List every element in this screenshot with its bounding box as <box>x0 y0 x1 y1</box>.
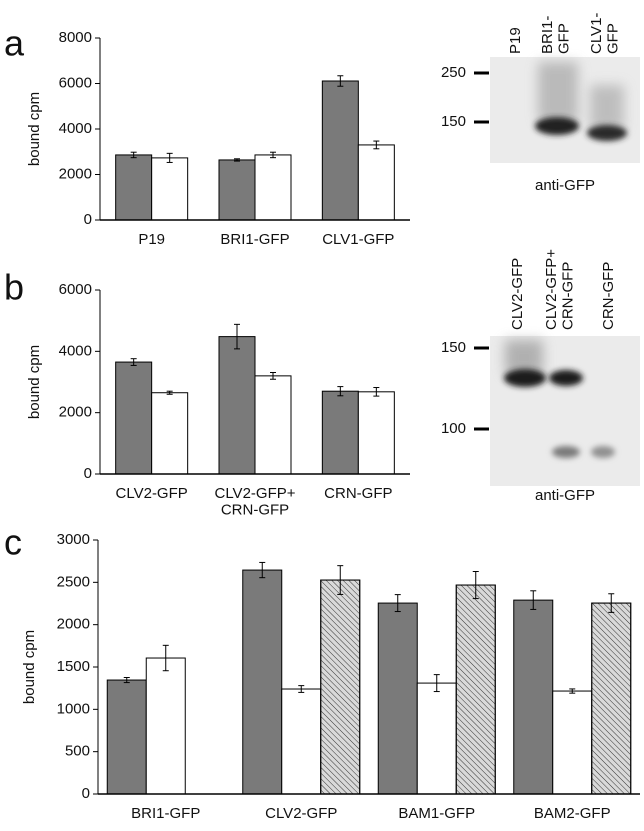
lane-label: CRN-GFP <box>600 262 617 330</box>
bar <box>151 392 189 475</box>
y-tick-label: 6000 <box>59 74 92 91</box>
bar-hatch <box>455 584 496 795</box>
bar <box>513 599 554 795</box>
y-tick-label: 0 <box>84 211 92 228</box>
x-tick-label: BRI1-GFP <box>131 805 200 822</box>
bar <box>106 679 147 795</box>
y-tick-label: 0 <box>82 785 90 802</box>
y-tick-label: 2500 <box>57 573 90 590</box>
x-tick-label: BAM1-GFP <box>398 805 475 822</box>
lane-label: P19 <box>507 27 524 54</box>
bar <box>377 602 418 795</box>
lane-label: CLV1-GFP <box>588 13 622 54</box>
bar <box>242 569 283 795</box>
y-tick-label: 1000 <box>57 700 90 717</box>
x-tick-label: CRN-GFP <box>324 485 392 502</box>
antibody-label: anti-GFP <box>535 487 595 504</box>
bar <box>357 391 395 475</box>
y-tick-label: 2000 <box>59 404 92 421</box>
y-tick-label: 8000 <box>59 29 92 46</box>
y-tick-label: 0 <box>84 465 92 482</box>
y-axis-label: bound cpm <box>26 92 43 166</box>
bar <box>357 144 395 221</box>
bar-hatch <box>591 602 632 795</box>
bar <box>254 154 292 221</box>
blot: 250 150 P19 BRI1-GFP CLV1-GFP anti-GFP <box>441 13 640 194</box>
lane-label: BRI1-GFP <box>539 16 573 54</box>
panel-label: b <box>4 267 24 308</box>
lane-label: CLV2-GFP+CRN-GFP <box>543 249 577 330</box>
antibody-label: anti-GFP <box>535 177 595 194</box>
x-tick-label: CLV2-GFP <box>116 485 188 502</box>
bar <box>145 657 186 795</box>
marker-label: 250 <box>441 64 466 81</box>
y-tick-label: 4000 <box>59 120 92 137</box>
y-tick-label: 3000 <box>57 531 90 548</box>
y-tick-label: 1500 <box>57 658 90 675</box>
bar <box>115 154 153 221</box>
bar <box>552 690 593 795</box>
lane-label: CLV2-GFP <box>509 258 526 330</box>
bar <box>321 390 359 475</box>
bar <box>321 80 359 221</box>
bar <box>151 157 189 221</box>
y-tick-label: 6000 <box>59 281 92 298</box>
x-tick-label: CLV1-GFP <box>322 231 394 248</box>
bar <box>416 682 457 795</box>
bar <box>115 361 153 475</box>
x-tick-label: CLV2-GFP+ CRN-GFP <box>215 485 296 519</box>
marker-label: 150 <box>441 339 466 356</box>
x-tick-label: BRI1-GFP <box>220 231 289 248</box>
panel-label: c <box>4 522 22 563</box>
bar-hatch <box>320 579 361 795</box>
panel-label: a <box>4 23 25 64</box>
y-axis-label: bound cpm <box>26 345 43 419</box>
y-tick-label: 500 <box>65 743 90 760</box>
blot: 150 100 CLV2-GFP CLV2-GFP+CRN-GFP CRN-GF… <box>441 249 640 504</box>
bar <box>254 375 292 475</box>
x-tick-label: CLV2-GFP <box>265 805 337 822</box>
y-tick-label: 2000 <box>59 165 92 182</box>
y-tick-label: 2000 <box>57 616 90 633</box>
y-tick-label: 4000 <box>59 342 92 359</box>
bar <box>218 159 256 221</box>
bar <box>281 688 322 795</box>
y-axis-label: bound cpm <box>21 630 38 704</box>
marker-label: 100 <box>441 420 466 437</box>
x-tick-label: BAM2-GFP <box>534 805 611 822</box>
x-tick-label: P19 <box>138 231 165 248</box>
marker-label: 150 <box>441 113 466 130</box>
bar <box>218 336 256 475</box>
